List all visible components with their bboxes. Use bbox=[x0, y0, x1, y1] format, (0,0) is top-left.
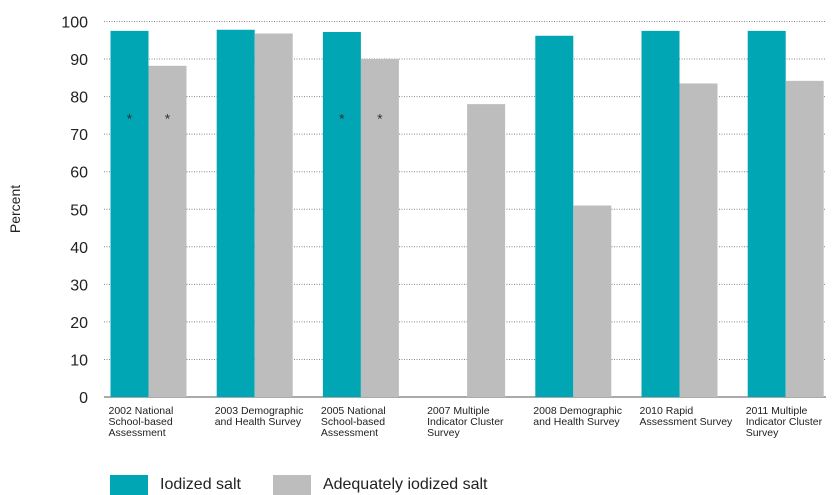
grid-lines bbox=[104, 21, 826, 398]
bar bbox=[785, 80, 824, 397]
y-tick-label: 50 bbox=[70, 202, 88, 219]
bar bbox=[641, 30, 680, 397]
y-tick-label: 40 bbox=[70, 240, 88, 257]
x-axis-labels: 2002 National School-based Assessment 2003 … bbox=[109, 405, 823, 439]
legend-swatch-adequately-iodized bbox=[272, 475, 311, 495]
y-tick-label: 100 bbox=[61, 15, 88, 32]
annotations: * * * * bbox=[127, 110, 383, 126]
legend-label-adequately-iodized: Adequately iodized salt bbox=[322, 476, 488, 493]
bar bbox=[535, 35, 574, 397]
x-tick-label: 2002 National School-based Assessment bbox=[109, 405, 174, 439]
bar bbox=[467, 104, 506, 398]
annotation-asterisk: * bbox=[165, 110, 171, 126]
y-tick-label: 60 bbox=[70, 165, 88, 182]
y-tick-label: 90 bbox=[70, 52, 88, 69]
bar bbox=[679, 83, 718, 398]
bar bbox=[360, 59, 399, 398]
legend-item-adequately-iodized: Adequately iodized salt bbox=[272, 475, 488, 495]
x-tick-label: 2007 Multiple Indicator Cluster Survey bbox=[427, 405, 504, 439]
x-tick-label: 2003 Demographic and Health Survey bbox=[215, 405, 304, 428]
bars bbox=[110, 29, 824, 398]
x-tick-label: 2010 Rapid Assessment Survey bbox=[640, 405, 734, 428]
legend-label-iodized: Iodized salt bbox=[160, 476, 241, 493]
y-tick-label: 80 bbox=[70, 90, 88, 107]
bar bbox=[110, 30, 149, 397]
y-tick-label: 20 bbox=[70, 315, 88, 332]
y-tick-label: 10 bbox=[70, 352, 88, 369]
legend: Iodized salt Adequately iodized salt bbox=[110, 475, 520, 495]
bar bbox=[573, 205, 612, 397]
legend-item-iodized: Iodized salt bbox=[110, 475, 241, 495]
bar bbox=[254, 33, 293, 398]
x-tick-label: 2008 Demographic and Health Survey bbox=[533, 405, 622, 428]
y-axis-label: Percent bbox=[7, 185, 23, 233]
y-tick-label: 30 bbox=[70, 277, 88, 294]
bar bbox=[216, 29, 255, 398]
annotation-asterisk: * bbox=[377, 110, 383, 126]
x-tick-label: 2005 National School-based Assessment bbox=[321, 405, 386, 439]
x-tick-label: 2011 Multiple Indicator Cluster Survey bbox=[746, 405, 823, 439]
y-tick-label: 0 bbox=[79, 390, 88, 407]
y-axis-ticks: 0 10 20 30 40 50 60 70 80 90 100 bbox=[61, 15, 88, 408]
legend-swatch-iodized bbox=[110, 475, 148, 495]
annotation-asterisk: * bbox=[339, 110, 345, 126]
bar bbox=[322, 32, 361, 397]
annotation-asterisk: * bbox=[127, 110, 133, 126]
bar bbox=[747, 30, 786, 397]
y-tick-label: 70 bbox=[70, 127, 88, 144]
bar bbox=[148, 65, 187, 398]
